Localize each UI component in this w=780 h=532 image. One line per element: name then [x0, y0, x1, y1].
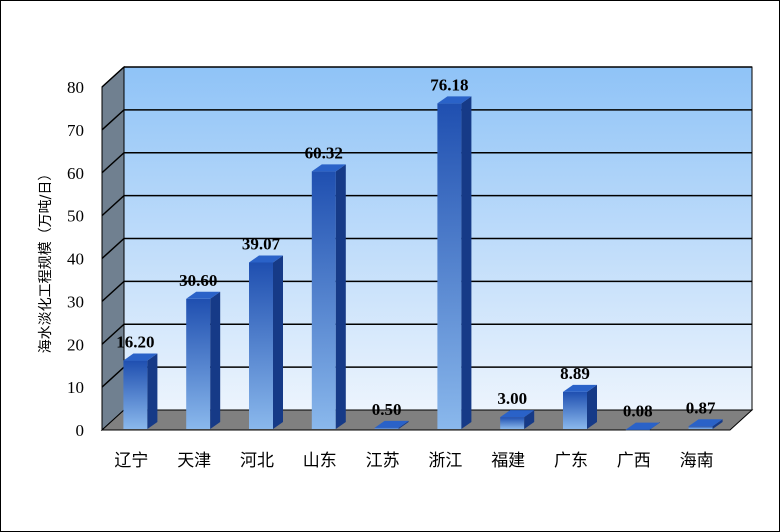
x-category-label: 山东: [303, 451, 337, 471]
bar-front: [249, 262, 273, 429]
x-category-label: 天津: [177, 451, 211, 471]
data-label: 0.50: [372, 400, 402, 419]
bar-front: [311, 171, 336, 430]
bar-front: [123, 360, 148, 429]
bar-side: [398, 420, 409, 429]
gridline-side: [101, 237, 125, 260]
x-category-label: 海南: [680, 451, 714, 471]
bar-side: [524, 410, 535, 429]
data-label: 30.60: [179, 271, 217, 290]
gridline-side: [101, 109, 125, 131]
y-tick-label: 20: [67, 335, 84, 354]
data-label: 16.20: [116, 333, 154, 352]
bar-side: [147, 353, 158, 429]
bar-front: [500, 417, 525, 429]
x-category-label: 江苏: [366, 451, 400, 471]
bar-side: [587, 384, 597, 429]
y-tick-label: 10: [67, 378, 84, 397]
x-category-label: 福建: [491, 451, 525, 471]
bar: [500, 410, 535, 429]
bar-top: [688, 419, 723, 427]
bar: [437, 96, 472, 430]
bar-top: [625, 422, 660, 430]
data-label: 8.89: [560, 364, 590, 383]
bar-front: [688, 426, 713, 429]
gridline-side: [101, 366, 125, 388]
y-tick-label: 60: [67, 164, 84, 183]
gridline-side: [101, 280, 125, 302]
y-tick-label: 40: [67, 250, 84, 269]
gridline-side: [101, 323, 125, 345]
y-tick-label: 50: [67, 207, 84, 226]
bar-side: [273, 255, 283, 429]
y-tick-label: 70: [67, 121, 84, 140]
x-category-label: 辽宁: [114, 451, 148, 471]
bar-top: [437, 96, 472, 104]
bar-side: [712, 419, 723, 429]
bar: [563, 384, 597, 429]
x-category-label: 河北: [240, 451, 274, 471]
bar: [688, 419, 723, 429]
bar-top: [563, 384, 597, 392]
bar: [249, 255, 283, 429]
bar-top: [500, 410, 535, 418]
data-label: 39.07: [242, 234, 281, 253]
gridline-side: [101, 195, 125, 217]
y-tick-label: 0: [76, 421, 85, 440]
data-label: 76.18: [430, 75, 468, 94]
bar-top: [249, 255, 283, 263]
bar-front: [437, 103, 462, 430]
gridline-side: [101, 66, 125, 88]
data-label: 3.00: [497, 389, 527, 408]
bar-top: [374, 420, 409, 428]
gridline-side: [101, 152, 125, 174]
bar: [186, 291, 221, 429]
y-axis-label: 海水淡化工程规模（万吨/日）: [38, 167, 54, 354]
x-category-label: 广东: [554, 451, 588, 471]
data-label: 0.87: [686, 398, 716, 417]
bar-front: [563, 391, 587, 429]
bar: [311, 164, 346, 430]
bar-side: [210, 291, 221, 429]
y-tick-label: 30: [67, 292, 84, 311]
bar-front: [186, 298, 211, 429]
bar: [123, 353, 158, 429]
bar-top: [123, 353, 158, 361]
bar-front: [625, 429, 650, 431]
bar-front: [374, 427, 399, 429]
bar: [374, 420, 409, 429]
y-tick-label: 80: [67, 78, 84, 97]
bar-side: [461, 96, 472, 430]
x-category-label: 浙江: [428, 451, 462, 471]
data-label: 0.08: [623, 402, 653, 421]
bar: [625, 422, 660, 431]
data-label: 60.32: [305, 143, 343, 162]
x-category-label: 广西: [617, 451, 651, 471]
bar-top: [186, 291, 221, 299]
bar-top: [311, 164, 346, 172]
bar-side: [335, 164, 346, 430]
